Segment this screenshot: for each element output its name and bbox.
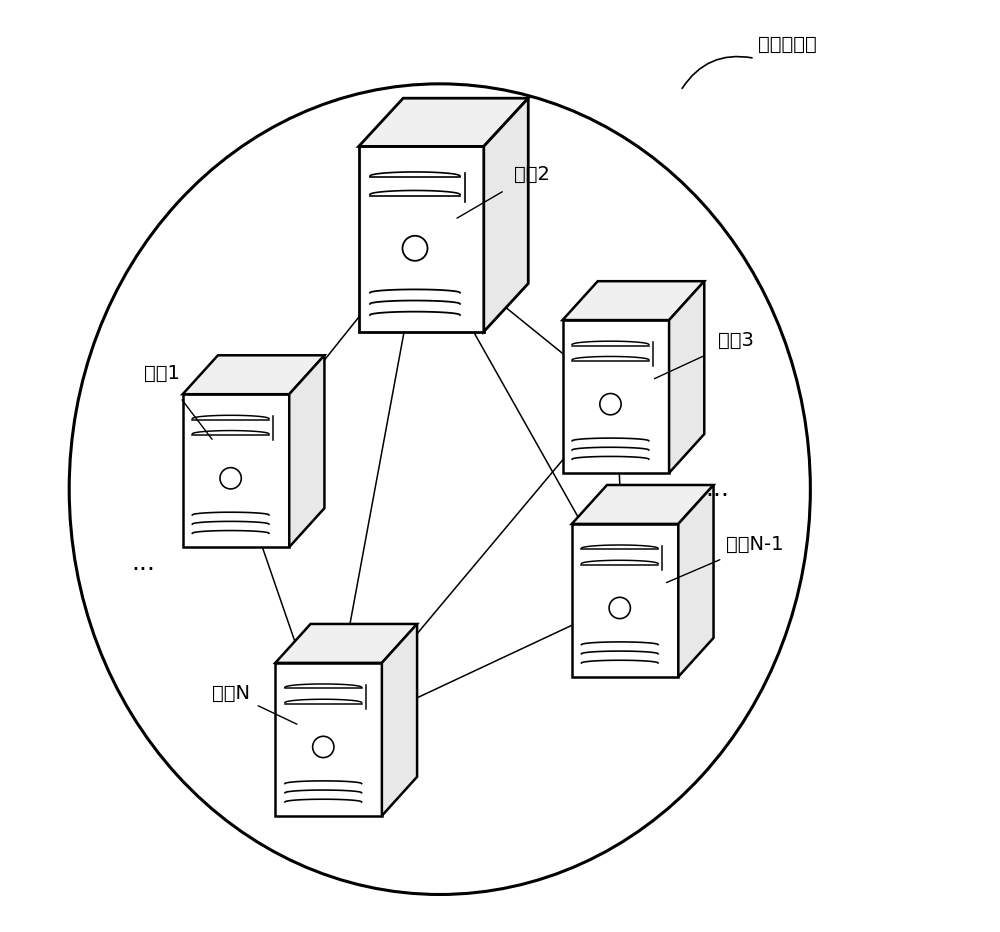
Polygon shape: [183, 394, 289, 547]
Text: 节点N-1: 节点N-1: [726, 535, 784, 555]
Text: 节点3: 节点3: [718, 332, 754, 350]
Polygon shape: [382, 624, 417, 816]
Text: 节点N: 节点N: [212, 683, 250, 703]
Polygon shape: [484, 98, 528, 332]
Circle shape: [609, 597, 630, 619]
Text: 区块链网络: 区块链网络: [758, 35, 817, 54]
Polygon shape: [563, 320, 669, 473]
Circle shape: [600, 393, 621, 415]
Polygon shape: [183, 355, 324, 394]
Polygon shape: [563, 281, 704, 320]
Polygon shape: [572, 485, 714, 524]
Text: 节点1: 节点1: [144, 363, 180, 383]
Text: ...: ...: [131, 551, 155, 575]
Circle shape: [220, 468, 241, 489]
Polygon shape: [359, 98, 528, 146]
Polygon shape: [572, 524, 678, 677]
Polygon shape: [359, 146, 484, 332]
Polygon shape: [678, 485, 714, 677]
Circle shape: [313, 736, 334, 758]
Polygon shape: [275, 624, 417, 663]
Polygon shape: [669, 281, 704, 473]
Polygon shape: [289, 355, 324, 547]
Circle shape: [402, 236, 428, 261]
Text: 节点2: 节点2: [514, 165, 550, 184]
Polygon shape: [275, 663, 382, 816]
Text: ...: ...: [706, 477, 730, 501]
